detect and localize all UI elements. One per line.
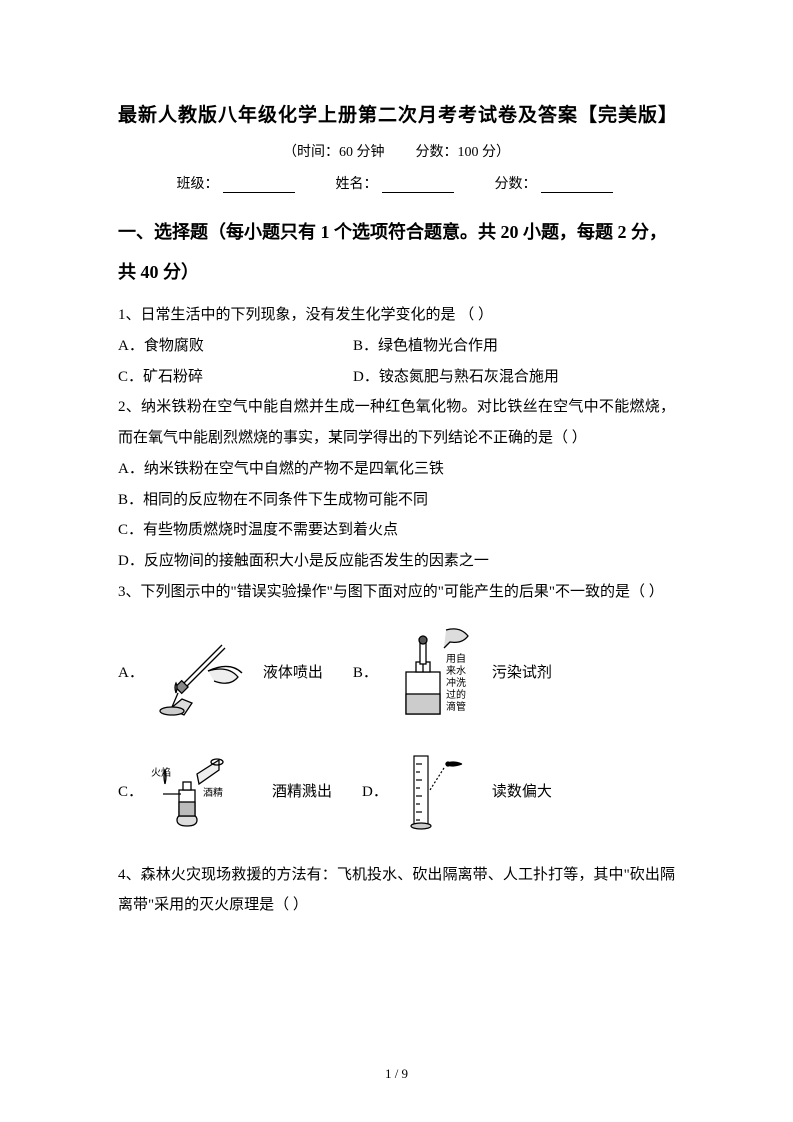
q1-opt-c: C．矿石粉碎 xyxy=(118,362,353,393)
score-blank xyxy=(541,177,613,193)
q1-opt-a: A．食物腐败 xyxy=(118,331,353,362)
info-line: 班级： 姓名： 分数： xyxy=(118,173,675,193)
time-label: （时间：60 分钟 xyxy=(283,145,385,160)
q3-b-caption: 污染试剂 xyxy=(492,661,552,682)
q3-a-label: A． xyxy=(118,661,144,682)
q3-stem: 3、下列图示中的"错误实验操作"与图下面对应的"可能产生的后果"不一致的是（ ） xyxy=(118,577,675,608)
q3-fig-b: 用自 来水 冲洗 过的 滴管 xyxy=(384,622,484,722)
q1-opt-d: D．铵态氮肥与熟石灰混合施用 xyxy=(353,362,559,393)
q3-d-label: D． xyxy=(362,780,388,801)
q3-row-cd: C． 火焰 酒精 酒精溅出 D． xyxy=(118,746,675,836)
q1-row-ab: A．食物腐败 B．绿色植物光合作用 xyxy=(118,331,675,362)
meta-line: （时间：60 分钟 分数：100 分） xyxy=(118,141,675,161)
q3-fig-d xyxy=(394,746,484,836)
section-1-header: 一、选择题（每小题只有 1 个选项符合题意。共 20 小题，每题 2 分，共 4… xyxy=(118,213,675,292)
q3-fig-c: 火焰 酒精 xyxy=(149,746,264,836)
q3-c-label: C． xyxy=(118,780,143,801)
q1-row-cd: C．矿石粉碎 D．铵态氮肥与熟石灰混合施用 xyxy=(118,362,675,393)
q2-stem: 2、纳米铁粉在空气中能自燃并生成一种红色氧化物。对比铁丝在空气中不能燃烧，而在氧… xyxy=(118,392,675,454)
q3-a-caption: 液体喷出 xyxy=(263,661,323,682)
page-footer: 1 / 9 xyxy=(0,1066,793,1082)
q2-opt-d: D．反应物间的接触面积大小是反应能否发生的因素之一 xyxy=(118,546,675,577)
class-blank xyxy=(223,177,295,193)
q3-b-label: B． xyxy=(353,661,378,682)
score-label: 分数： xyxy=(495,177,537,192)
q2-opt-a: A．纳米铁粉在空气中自燃的产物不是四氧化三铁 xyxy=(118,454,675,485)
score-total-label: 分数：100 分） xyxy=(416,145,511,160)
q3-d-caption: 读数偏大 xyxy=(492,780,552,801)
q3-c-figtext1: 火焰 xyxy=(151,766,171,779)
q3-b-figtext: 用自 来水 冲洗 过的 滴管 xyxy=(446,652,469,713)
class-label: 班级： xyxy=(177,177,219,192)
q3-c-caption: 酒精溅出 xyxy=(272,780,332,801)
q1-stem: 1、日常生活中的下列现象，没有发生化学变化的是 （ ） xyxy=(118,300,675,331)
q2-opt-c: C．有些物质燃烧时温度不需要达到着火点 xyxy=(118,515,675,546)
q3-c-figtext2: 酒精 xyxy=(203,786,223,799)
q2-opt-b: B．相同的反应物在不同条件下生成物可能不同 xyxy=(118,485,675,516)
exam-title: 最新人教版八年级化学上册第二次月考考试卷及答案【完美版】 xyxy=(118,100,675,127)
name-label: 姓名： xyxy=(336,177,378,192)
q1-opt-b: B．绿色植物光合作用 xyxy=(353,331,498,362)
q3-row-ab: A． 液体喷出 B． xyxy=(118,622,675,722)
name-blank xyxy=(382,177,454,193)
q4-stem: 4、森林火灾现场救援的方法有：飞机投水、砍出隔离带、人工扑打等，其中"砍出隔离带… xyxy=(118,860,675,922)
q3-fig-a xyxy=(150,627,255,717)
